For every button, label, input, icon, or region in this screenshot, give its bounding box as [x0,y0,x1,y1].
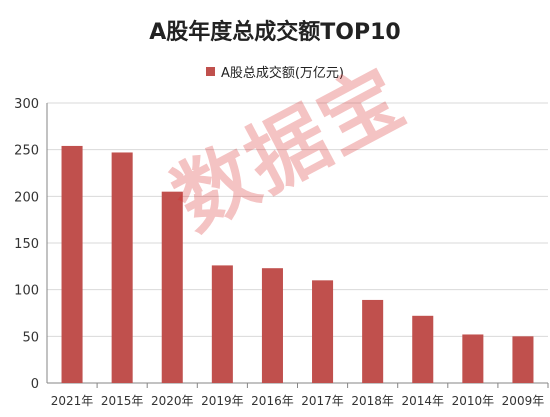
x-tick-label: 2010年 [452,394,495,408]
x-tick-label: 2018年 [351,394,394,408]
bar [211,265,233,383]
x-tick-label: 2019年 [201,394,244,408]
x-tick-label: 2015年 [101,394,144,408]
chart-title: A股年度总成交额TOP10 [149,20,401,45]
y-tick-label: 200 [14,190,39,205]
bar [362,299,384,383]
x-tick-label: 2017年 [301,394,344,408]
bar [312,280,334,383]
bar [261,268,283,383]
y-tick-label: 0 [31,377,39,392]
y-tick-label: 50 [22,330,39,345]
legend: A股总成交额(万亿元) [0,62,550,81]
x-tick-label: 2020年 [151,394,194,408]
y-tick-label: 100 [14,284,39,299]
y-tick-label: 300 [14,97,39,112]
y-tick-label: 250 [14,144,39,159]
legend-label: A股总成交额(万亿元) [220,66,345,81]
y-tick-label: 150 [14,237,39,252]
bar [462,334,484,383]
x-tick-label: 2021年 [51,394,94,408]
bar [61,145,83,383]
bar [412,315,434,383]
x-tick-label: 2009年 [502,394,545,408]
x-tick-label: 2014年 [401,394,444,408]
x-tick-label: 2016年 [251,394,294,408]
bar [111,152,133,383]
legend-swatch [205,67,215,76]
bar [512,336,534,383]
bar [161,191,183,383]
